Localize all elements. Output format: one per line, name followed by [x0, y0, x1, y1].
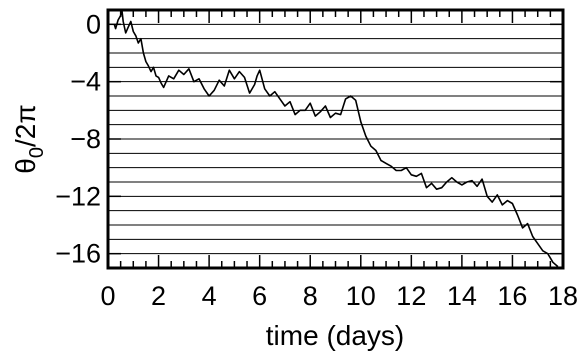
x-tick-labels: 0 2 4 6 8 10 12 14 16 18	[100, 281, 578, 311]
x-tick-label: 10	[346, 281, 376, 311]
x-tick-label: 18	[548, 281, 578, 311]
y-axis-title-tail: /2π	[10, 104, 41, 147]
x-tick-label: 6	[252, 281, 267, 311]
grid-lines	[108, 23, 563, 255]
y-tick-label: −4	[70, 67, 101, 97]
x-tick-label: 4	[202, 281, 217, 311]
y-axis-title: θ0/2π	[10, 104, 48, 173]
x-tick-label: 16	[497, 281, 527, 311]
y-tick-label: −16	[55, 239, 101, 269]
x-axis-title: time (days)	[266, 320, 404, 351]
x-tick-label: 0	[100, 281, 115, 311]
y-tick-label: −12	[55, 181, 101, 211]
x-tick-label: 2	[151, 281, 166, 311]
x-tick-label: 12	[396, 281, 426, 311]
x-tick-label: 14	[447, 281, 477, 311]
x-tick-label: 8	[303, 281, 318, 311]
y-major-ticks	[108, 23, 563, 255]
y-axis-title-subscript: 0	[26, 147, 48, 158]
y-tick-label: 0	[86, 9, 101, 39]
y-axis-title-main: θ	[10, 158, 41, 174]
y-tick-label: −8	[70, 124, 101, 154]
y-tick-labels: 0 −4 −8 −12 −16	[55, 9, 101, 268]
series-line	[113, 9, 559, 268]
plot-frame	[106, 8, 565, 270]
